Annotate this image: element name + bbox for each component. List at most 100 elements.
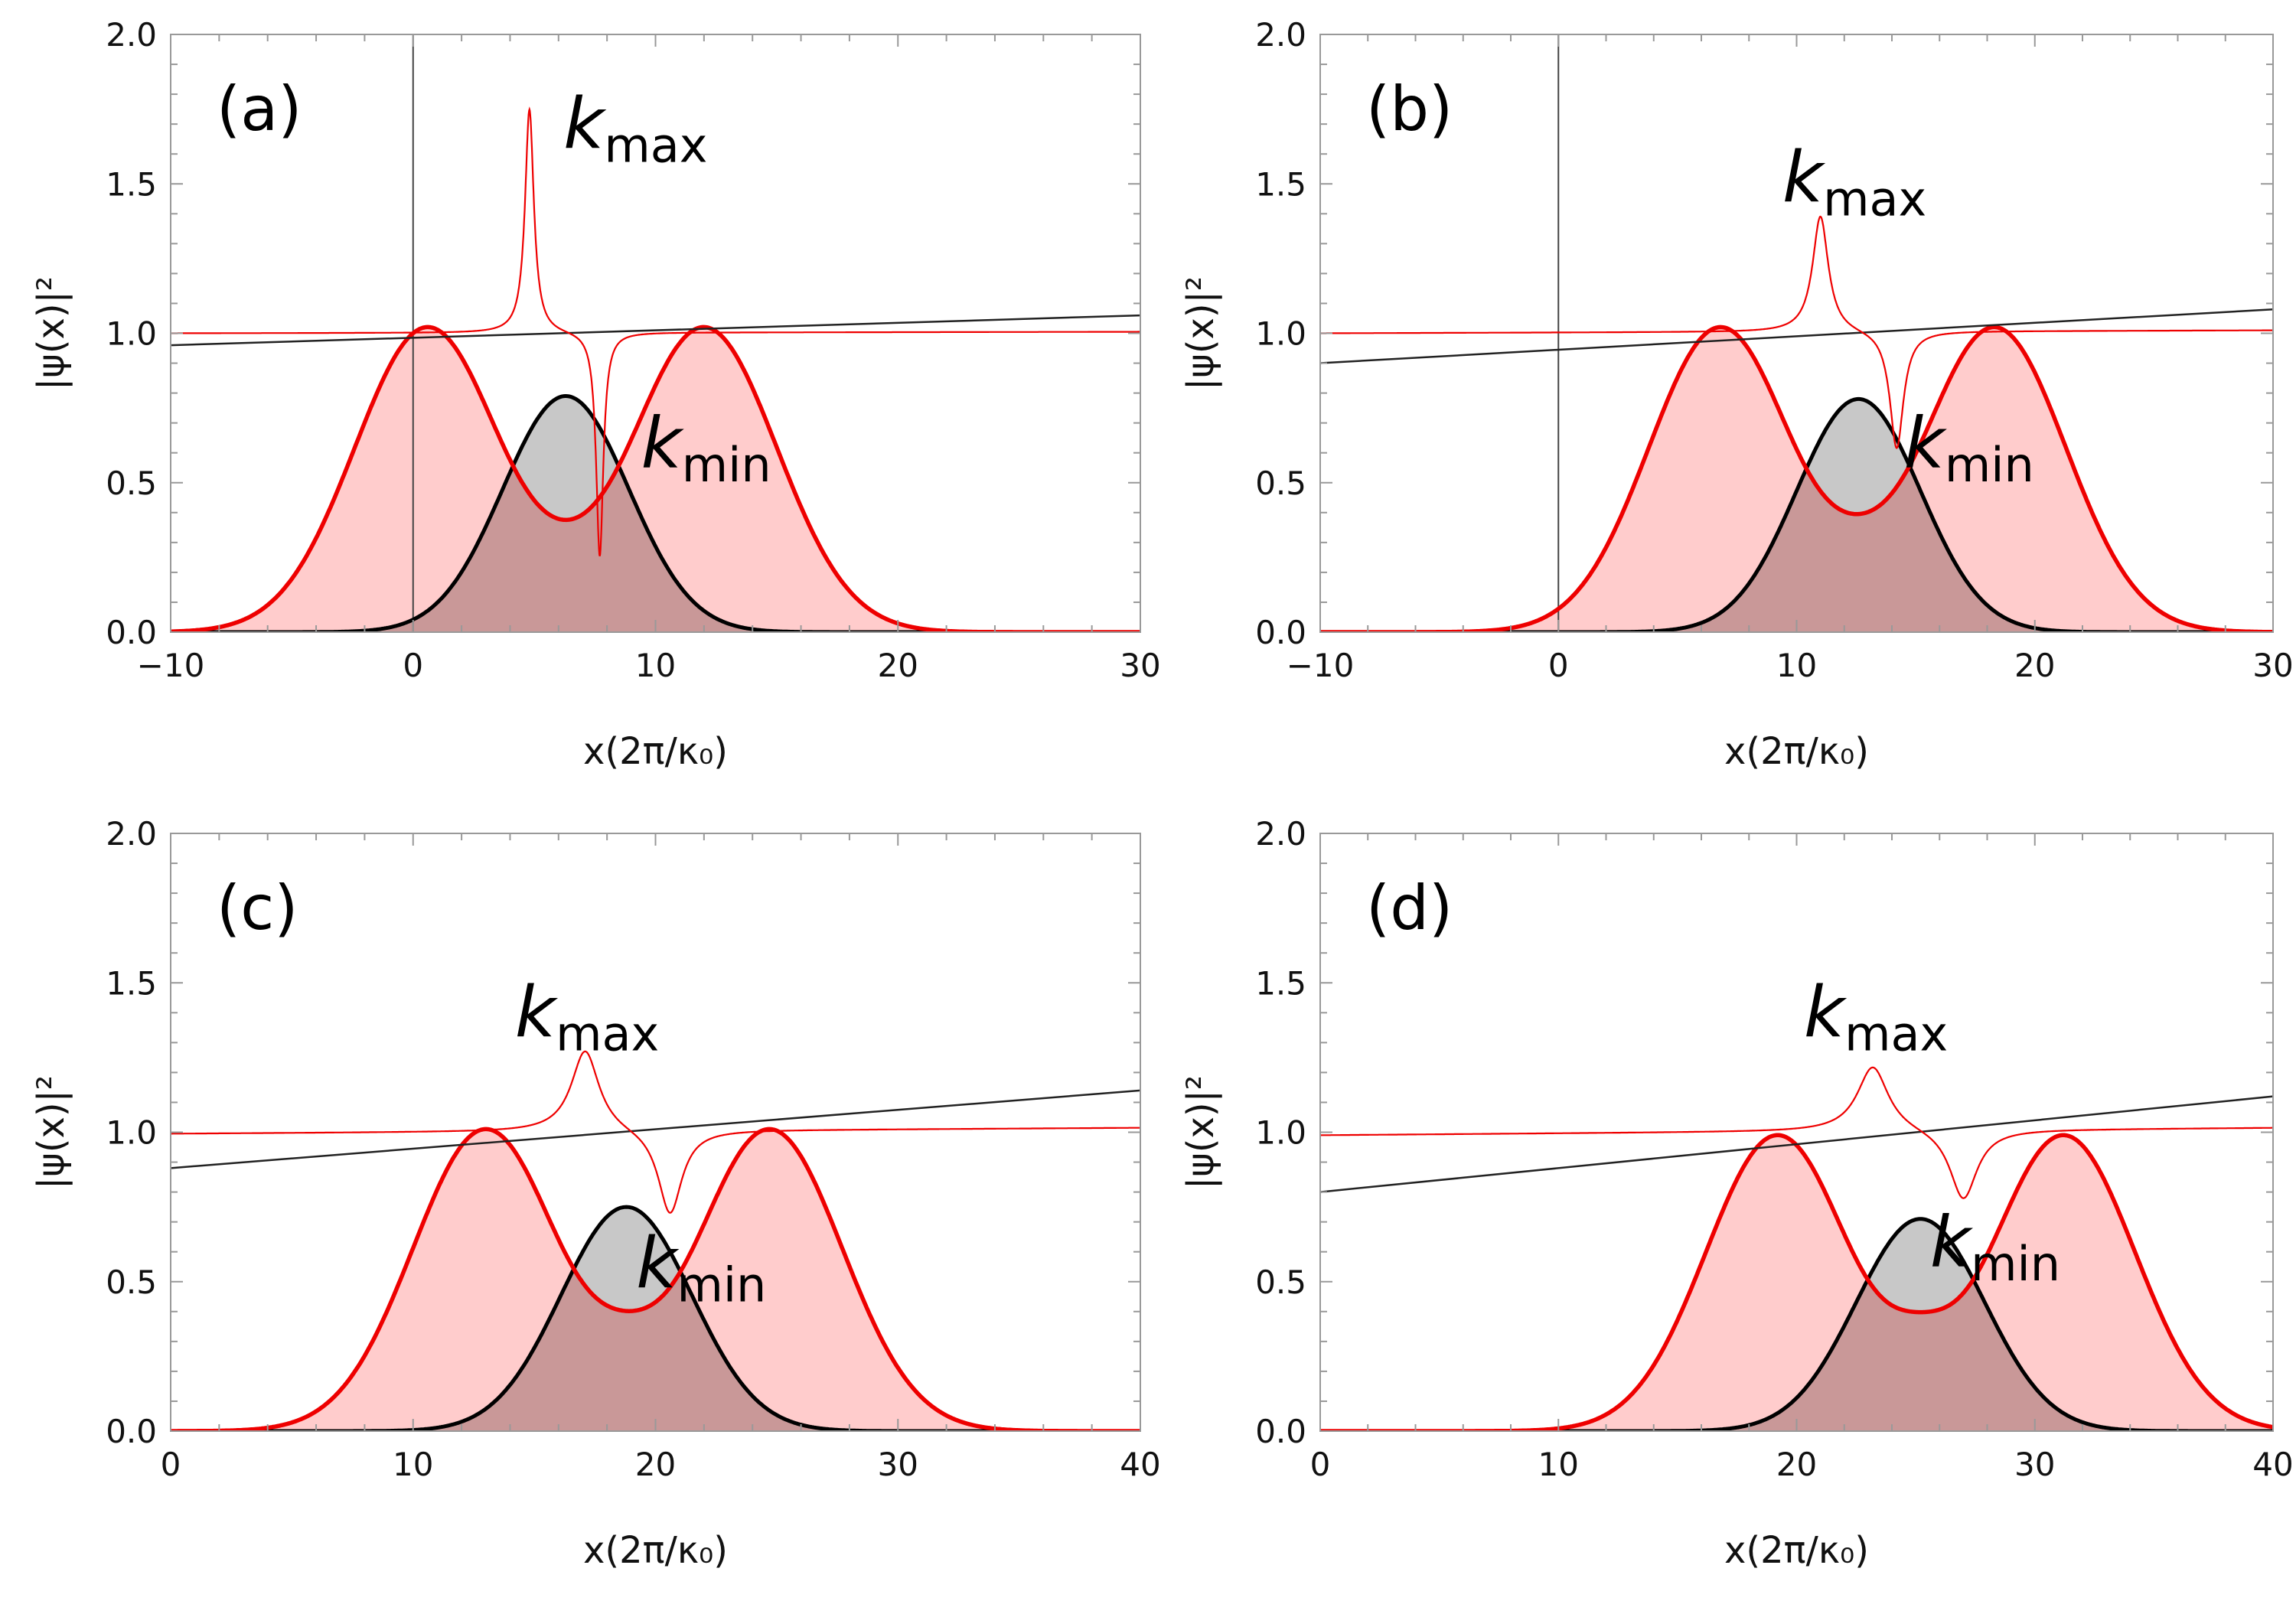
x-tick-label: 40 xyxy=(1120,1446,1160,1483)
kmin-annotation: kmin xyxy=(1930,1202,2060,1292)
x-tick-label: 30 xyxy=(2252,647,2293,684)
plot-area xyxy=(171,34,1140,632)
red-packet-fill xyxy=(171,1129,1140,1431)
y-tick-label: 1.5 xyxy=(1255,964,1306,1002)
panel-label: (b) xyxy=(1366,73,1453,145)
kmax-base: k xyxy=(515,972,559,1054)
overlap-fill xyxy=(171,1269,1140,1431)
y-tick-label: 1.0 xyxy=(1255,1114,1306,1152)
x-tick-label: 40 xyxy=(2252,1446,2293,1483)
y-tick-label: 2.0 xyxy=(1255,16,1306,54)
red-packet-fill xyxy=(1320,1135,2273,1431)
x-tick-label: 30 xyxy=(878,1446,918,1483)
red-packet-curve xyxy=(1320,324,2273,632)
kmax-annotation: kmax xyxy=(515,972,659,1062)
overlap-fill xyxy=(1320,1280,2273,1431)
wavenumber-curve xyxy=(171,1050,1140,1214)
y-axis-label: |ψ(x)|² xyxy=(1179,276,1222,390)
linear-reference-line xyxy=(1320,1095,2273,1193)
x-tick-label: 20 xyxy=(635,1446,676,1483)
kmin-annotation: kmin xyxy=(641,403,771,493)
kmax-subscript: max xyxy=(1844,1006,1948,1062)
x-tick-label: 10 xyxy=(635,647,676,684)
red-packet-fill xyxy=(1320,327,2273,632)
x-tick-label: 10 xyxy=(1776,647,1817,684)
x-tick-label: 0 xyxy=(1310,1446,1331,1483)
wavenumber-curve xyxy=(1320,215,2273,449)
plot-area xyxy=(1320,34,2273,632)
kmin-base: k xyxy=(641,403,684,484)
ticks xyxy=(170,34,1141,633)
y-axis-label: |ψ(x)|² xyxy=(30,276,73,390)
kmin-subscript: min xyxy=(682,437,771,493)
plot-area xyxy=(1320,1066,2273,1431)
kmin-base: k xyxy=(1904,403,1948,484)
x-axis-label: x(2π/κ₀) xyxy=(1724,1529,1869,1572)
ticks xyxy=(1319,833,2274,1432)
chart-panel-b: −10 0 10 20 30 0.0 0.5 1.0 1.5 2.0 x(2π/κ₀) |ψ(x)|²… xyxy=(1179,16,2294,773)
ticks xyxy=(170,833,1141,1432)
y-tick-label: 0.5 xyxy=(106,1264,157,1301)
x-axis-label: x(2π/κ₀) xyxy=(583,1529,728,1572)
x-tick-label: 30 xyxy=(2014,1446,2055,1483)
black-packet-curve xyxy=(1320,1217,2273,1431)
x-tick-label: 0 xyxy=(161,1446,181,1483)
kmin-subscript: min xyxy=(1945,437,2034,493)
kmax-subscript: max xyxy=(1823,171,1926,227)
kmax-base: k xyxy=(563,83,607,165)
y-tick-label: 2.0 xyxy=(106,815,157,853)
x-tick-label: 0 xyxy=(403,647,423,684)
black-packet-curve xyxy=(171,1205,1140,1431)
kmax-annotation: kmax xyxy=(563,83,707,173)
kmin-annotation: kmin xyxy=(636,1223,766,1313)
kmin-subscript: min xyxy=(1971,1236,2060,1292)
kmin-base: k xyxy=(1930,1202,1974,1283)
red-packet-curve xyxy=(171,1127,1140,1431)
y-tick-label: 1.5 xyxy=(106,165,157,203)
x-tick-label: 20 xyxy=(878,647,918,684)
kmin-subscript: min xyxy=(677,1257,766,1313)
kmax-subscript: max xyxy=(556,1006,659,1062)
y-tick-label: 2.0 xyxy=(106,16,157,54)
linear-reference-line xyxy=(171,1089,1140,1169)
x-tick-label: −10 xyxy=(1287,647,1355,684)
y-tick-label: 0.0 xyxy=(1255,1413,1306,1450)
x-axis-label: x(2π/κ₀) xyxy=(583,730,728,773)
y-axis-label: |ψ(x)|² xyxy=(30,1075,73,1189)
ticks xyxy=(1319,34,2274,633)
wavenumber-curve xyxy=(1320,1066,2273,1199)
x-axis-label: x(2π/κ₀) xyxy=(1724,730,1869,773)
x-tick-label: 0 xyxy=(1548,647,1569,684)
y-tick-label: 0.5 xyxy=(1255,465,1306,502)
kmax-annotation: kmax xyxy=(1782,137,1926,227)
x-tick-label: 20 xyxy=(2014,647,2055,684)
overlap-fill xyxy=(1320,467,2273,632)
y-axis-label: |ψ(x)|² xyxy=(1179,1075,1222,1189)
wavenumber-curve xyxy=(171,106,1140,556)
panel-label: (a) xyxy=(217,73,302,145)
x-tick-label: −10 xyxy=(137,647,205,684)
panel-label: (d) xyxy=(1366,872,1453,944)
x-tick-label: 10 xyxy=(393,1446,433,1483)
kmin-base: k xyxy=(636,1223,680,1305)
y-tick-label: 1.0 xyxy=(1255,315,1306,353)
chart-panel-c: 0 10 20 30 40 0.0 0.5 1.0 1.5 2.0 x(2π/κ₀) |ψ(x)|² (… xyxy=(30,815,1161,1572)
linear-reference-line xyxy=(1320,308,2273,364)
linear-reference-line xyxy=(171,314,1140,347)
y-tick-label: 0.5 xyxy=(106,465,157,502)
chart-panel-d: 0 10 20 30 40 0.0 0.5 1.0 1.5 2.0 x(2π/κ₀) |ψ(x)|² (… xyxy=(1179,815,2294,1572)
kmax-base: k xyxy=(1782,137,1826,219)
x-tick-label: 10 xyxy=(1538,1446,1579,1483)
y-tick-label: 0.0 xyxy=(106,1413,157,1450)
kmin-annotation: kmin xyxy=(1904,403,2034,493)
y-tick-label: 1.5 xyxy=(1255,165,1306,203)
y-tick-label: 1.0 xyxy=(106,1114,157,1152)
y-tick-label: 0.5 xyxy=(1255,1264,1306,1301)
kmax-annotation: kmax xyxy=(1804,972,1948,1062)
y-tick-label: 0.0 xyxy=(1255,614,1306,651)
plot-area xyxy=(171,1050,1140,1431)
y-tick-label: 2.0 xyxy=(1255,815,1306,853)
kmax-subscript: max xyxy=(604,117,707,173)
y-tick-label: 0.0 xyxy=(106,614,157,651)
